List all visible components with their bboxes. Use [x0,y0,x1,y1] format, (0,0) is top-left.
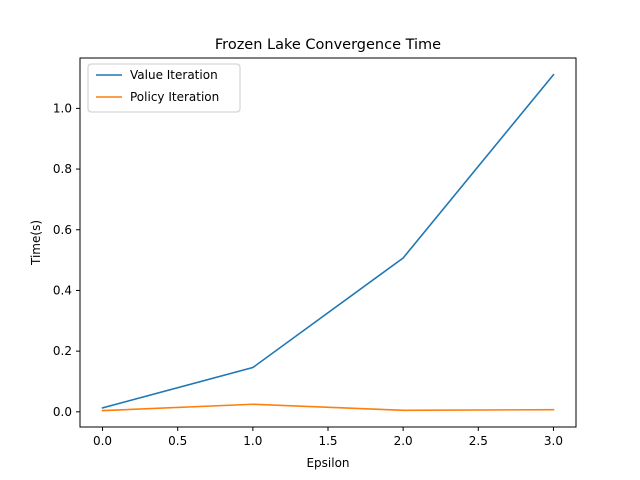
plot-frame [79,57,577,428]
y-tick-label: 1.0 [53,101,72,115]
x-tick-label: 3.0 [544,434,563,448]
y-axis-ticks: 0.0 0.2 0.4 0.6 0.8 1.0 [53,101,80,419]
x-tick-label: 1.5 [318,434,337,448]
plot-lines [101,73,555,412]
chart-title: Frozen Lake Convergence Time [215,37,441,53]
x-axis-ticks: 0.0 0.5 1.0 1.5 2.0 2.5 3.0 [93,427,563,448]
series-line-0 [101,73,555,409]
y-tick-label: 0.4 [53,283,72,297]
x-axis-label: Epsilon [306,456,349,470]
y-axis-label: Time(s) [29,220,43,266]
x-tick-label: 0.0 [93,434,112,448]
legend-label-1: Policy Iteration [130,90,219,104]
y-tick-label: 0.0 [53,405,72,419]
legend-label-0: Value Iteration [130,68,218,82]
y-tick-label: 0.6 [53,223,72,237]
x-tick-label: 0.5 [168,434,187,448]
y-tick-label: 0.8 [53,162,72,176]
y-tick-label: 0.2 [53,344,72,358]
x-tick-label: 2.0 [394,434,413,448]
legend-box [87,63,241,113]
x-tick-label: 1.0 [243,434,262,448]
series-line-1 [101,403,555,412]
legend: Value Iteration Policy Iteration [87,63,241,113]
x-tick-label: 2.5 [469,434,488,448]
